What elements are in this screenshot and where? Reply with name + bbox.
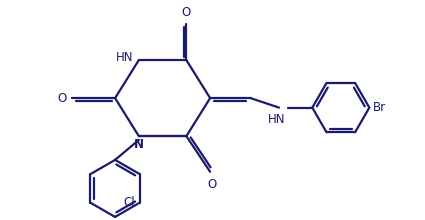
Text: O: O bbox=[57, 92, 67, 105]
Text: HN: HN bbox=[268, 113, 286, 126]
Text: Cl: Cl bbox=[123, 196, 135, 209]
Text: N: N bbox=[134, 138, 144, 150]
Text: O: O bbox=[208, 178, 217, 191]
Text: HN: HN bbox=[116, 51, 133, 64]
Text: O: O bbox=[182, 6, 191, 19]
Text: Br: Br bbox=[373, 101, 386, 114]
